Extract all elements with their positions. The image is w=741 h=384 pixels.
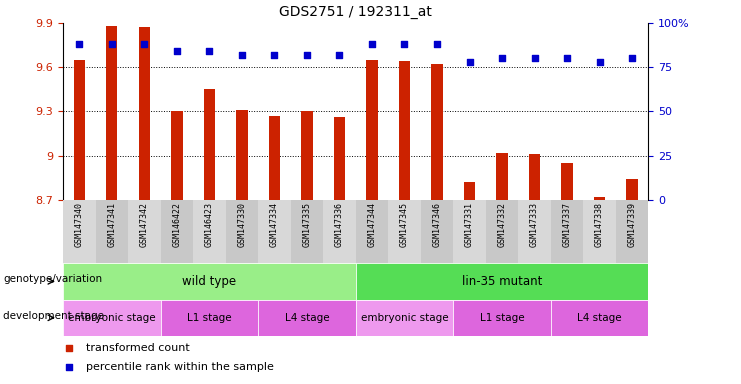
Title: GDS2751 / 192311_at: GDS2751 / 192311_at xyxy=(279,5,432,19)
Bar xyxy=(323,200,356,263)
Bar xyxy=(421,200,453,263)
Point xyxy=(63,364,75,370)
Text: lin-35 mutant: lin-35 mutant xyxy=(462,275,542,288)
Bar xyxy=(486,200,518,263)
Text: GSM146423: GSM146423 xyxy=(205,202,214,247)
Bar xyxy=(63,263,356,300)
Bar xyxy=(626,179,638,200)
Point xyxy=(399,41,411,47)
Text: development stage: development stage xyxy=(3,311,104,321)
Point xyxy=(268,52,280,58)
Bar xyxy=(269,116,280,200)
Text: GSM147340: GSM147340 xyxy=(75,202,84,247)
Point xyxy=(366,41,378,47)
Text: GSM147335: GSM147335 xyxy=(302,202,311,247)
Bar xyxy=(290,200,323,263)
Bar xyxy=(128,200,161,263)
Text: GSM147346: GSM147346 xyxy=(433,202,442,247)
Bar xyxy=(106,26,118,200)
Bar xyxy=(594,197,605,200)
Bar xyxy=(453,300,551,336)
Bar xyxy=(366,60,378,200)
Bar xyxy=(399,61,411,200)
Bar xyxy=(96,200,128,263)
Bar xyxy=(551,300,648,336)
Bar xyxy=(171,111,182,200)
Text: embryonic stage: embryonic stage xyxy=(361,313,448,323)
Bar xyxy=(73,60,85,200)
Text: GSM146422: GSM146422 xyxy=(173,202,182,247)
Bar xyxy=(583,200,616,263)
Bar xyxy=(529,154,540,200)
Bar xyxy=(388,200,421,263)
Point xyxy=(594,59,605,65)
Point xyxy=(203,48,215,55)
Point xyxy=(301,52,313,58)
Point xyxy=(333,52,345,58)
Text: L4 stage: L4 stage xyxy=(285,313,329,323)
Text: GSM147331: GSM147331 xyxy=(465,202,474,247)
Bar xyxy=(453,200,486,263)
Text: L1 stage: L1 stage xyxy=(479,313,525,323)
Text: GSM147330: GSM147330 xyxy=(237,202,246,247)
Text: percentile rank within the sample: percentile rank within the sample xyxy=(87,362,274,372)
Point xyxy=(73,41,85,47)
Bar xyxy=(193,200,225,263)
Bar xyxy=(333,117,345,200)
Bar xyxy=(63,200,96,263)
Bar xyxy=(356,300,453,336)
Text: GSM147342: GSM147342 xyxy=(140,202,149,247)
Bar xyxy=(616,200,648,263)
Text: GSM147337: GSM147337 xyxy=(562,202,571,247)
Point xyxy=(106,41,118,47)
Bar xyxy=(562,163,573,200)
Text: GSM147336: GSM147336 xyxy=(335,202,344,247)
Text: GSM147339: GSM147339 xyxy=(628,202,637,247)
Point xyxy=(464,59,476,65)
Bar xyxy=(204,89,215,200)
Bar xyxy=(551,200,583,263)
Point xyxy=(561,55,573,61)
Text: GSM147334: GSM147334 xyxy=(270,202,279,247)
Text: GSM147345: GSM147345 xyxy=(400,202,409,247)
Text: L1 stage: L1 stage xyxy=(187,313,232,323)
Bar xyxy=(356,263,648,300)
Text: GSM147332: GSM147332 xyxy=(497,202,507,247)
Bar xyxy=(161,200,193,263)
Bar xyxy=(258,200,290,263)
Text: genotype/variation: genotype/variation xyxy=(3,275,102,285)
Point xyxy=(63,345,75,351)
Text: wild type: wild type xyxy=(182,275,236,288)
Text: GSM147333: GSM147333 xyxy=(530,202,539,247)
Bar xyxy=(63,300,161,336)
Text: GSM147338: GSM147338 xyxy=(595,202,604,247)
Bar xyxy=(496,152,508,200)
Point xyxy=(496,55,508,61)
Bar xyxy=(236,110,247,200)
Text: L4 stage: L4 stage xyxy=(577,313,622,323)
Bar xyxy=(356,200,388,263)
Point xyxy=(528,55,540,61)
Point xyxy=(171,48,183,55)
Point xyxy=(236,52,247,58)
Bar xyxy=(139,28,150,200)
Point xyxy=(139,41,150,47)
Bar xyxy=(518,200,551,263)
Bar xyxy=(431,64,442,200)
Text: GSM147341: GSM147341 xyxy=(107,202,116,247)
Text: GSM147344: GSM147344 xyxy=(368,202,376,247)
Point xyxy=(626,55,638,61)
Bar xyxy=(258,300,356,336)
Bar xyxy=(464,182,475,200)
Text: transformed count: transformed count xyxy=(87,343,190,353)
Bar xyxy=(225,200,258,263)
Bar xyxy=(301,111,313,200)
Bar xyxy=(161,300,258,336)
Point xyxy=(431,41,443,47)
Text: embryonic stage: embryonic stage xyxy=(68,313,156,323)
